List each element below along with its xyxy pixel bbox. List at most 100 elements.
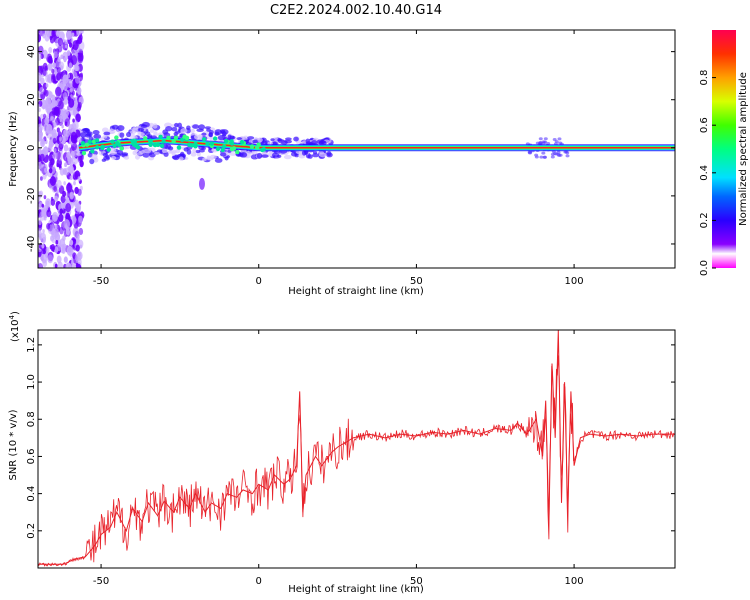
noise-point	[77, 101, 82, 109]
noise-point	[54, 106, 61, 117]
noise-point	[49, 176, 57, 187]
noise-point	[66, 151, 71, 159]
halo-point	[198, 149, 205, 153]
halo-point	[171, 151, 176, 157]
noise-point	[56, 127, 60, 133]
noise-point	[58, 136, 63, 142]
halo-point	[82, 127, 91, 134]
noise-point	[57, 131, 63, 139]
halo-point	[224, 155, 229, 161]
noise-point	[42, 229, 45, 234]
noise-point	[72, 109, 76, 116]
halo-point	[261, 154, 269, 158]
noise-point	[71, 32, 75, 37]
noise-point	[62, 92, 68, 100]
y-tick-label: -20	[26, 188, 37, 204]
peak-point	[212, 136, 218, 141]
halo-point	[305, 138, 310, 144]
halo-point	[550, 155, 555, 159]
y-tick-label: 1.2	[26, 337, 37, 353]
snr-noise-trace	[38, 355, 675, 567]
noise-point	[40, 65, 45, 72]
spectrogram-x-ticks: -50 0 50 100	[93, 30, 584, 287]
noise-point	[45, 246, 50, 254]
noise-point	[45, 83, 49, 88]
isolated-blob	[198, 177, 205, 190]
peak-point	[80, 140, 86, 146]
halo-point	[209, 154, 217, 159]
noise-point	[65, 203, 72, 213]
noise-point	[56, 66, 61, 74]
peak-point	[116, 142, 122, 148]
noise-point	[48, 167, 53, 174]
noise-point	[56, 255, 62, 264]
peak-point	[90, 149, 95, 154]
noise-point	[39, 176, 43, 181]
halo-point	[214, 131, 220, 136]
halo-point	[214, 158, 223, 163]
halo-point	[142, 152, 150, 158]
noise-point	[51, 128, 57, 137]
halo-point	[326, 150, 332, 157]
noise-point	[56, 72, 62, 81]
halo-point	[126, 131, 132, 138]
halo-point	[180, 128, 188, 134]
spectrogram-y-ticks: -40 -20 0 20 40	[26, 45, 675, 252]
colorbar-tick-label: 0.0	[699, 260, 710, 276]
peak-point	[209, 141, 215, 146]
noise-point	[55, 30, 60, 37]
x-tick-label: 50	[410, 276, 423, 287]
halo-point	[539, 155, 544, 159]
noise-point	[78, 215, 83, 224]
snr-frame	[37, 329, 676, 569]
noise-point	[52, 211, 59, 222]
noise-point	[60, 109, 64, 116]
halo-point	[136, 152, 143, 156]
noise-point	[65, 130, 70, 137]
noise-point	[77, 36, 83, 45]
halo-point	[546, 142, 551, 146]
halo-point	[565, 154, 570, 158]
noise-point	[61, 247, 66, 254]
halo-point	[116, 149, 124, 155]
peak-point	[100, 144, 105, 150]
noise-point	[40, 77, 45, 85]
noise-point	[63, 144, 69, 152]
noise-point	[68, 30, 72, 36]
halo-point	[280, 140, 288, 145]
halo-point	[256, 152, 263, 159]
colorbar-tick-label: 0.2	[699, 212, 710, 228]
noise-point	[78, 227, 84, 236]
figure-title: C2E2.2024.002.10.40.G14	[270, 3, 442, 18]
halo-point	[153, 131, 158, 137]
x-tick-label: 100	[565, 276, 584, 287]
halo-point	[267, 141, 273, 146]
noise-point	[59, 226, 64, 235]
halo-point	[554, 140, 559, 144]
noise-point	[70, 38, 74, 44]
noise-point	[38, 45, 44, 55]
peak-point	[221, 144, 227, 149]
noise-point	[53, 51, 58, 59]
noise-point	[59, 208, 64, 215]
peak-point	[180, 137, 185, 143]
peak-point	[158, 134, 163, 139]
noise-point	[51, 30, 56, 38]
noise-point	[77, 53, 84, 64]
halo-point	[101, 127, 109, 133]
halo-point	[86, 132, 92, 137]
noise-point	[53, 186, 58, 192]
y-tick-label: 20	[26, 93, 37, 106]
snr-multiplier-base: (x10	[10, 319, 21, 342]
noise-point	[65, 228, 70, 236]
halo-point	[553, 152, 558, 156]
halo-point	[190, 152, 197, 157]
halo-point	[242, 135, 249, 140]
halo-point	[161, 148, 168, 154]
halo-point	[202, 157, 207, 162]
noise-point	[48, 91, 53, 99]
halo-point	[206, 155, 211, 160]
peak-point	[229, 147, 235, 152]
peak-point	[193, 144, 198, 149]
noise-point	[39, 86, 44, 95]
